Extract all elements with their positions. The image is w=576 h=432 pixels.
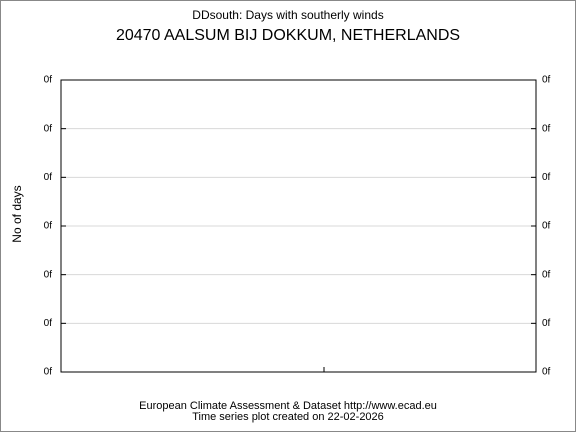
y2-tick-label: 0f [542,75,551,86]
y2-tick-label: 0f [542,221,551,232]
y-tick-label: 0f [44,221,53,232]
y2-tick-label: 0f [542,269,551,280]
y-tick-label: 0f [44,318,53,329]
y-tick-label: 0f [44,75,53,86]
y-tick-label: 0f [44,367,53,378]
y2-tick-label: 0f [542,367,551,378]
y-tick-label: 0f [44,269,53,280]
y-tick-label: 0f [44,172,53,183]
chart-title: DDsouth: Days with southerly winds [192,8,383,22]
footer: European Climate Assessment & Dataset ht… [139,400,437,412]
y2-tick-label: 0f [542,172,551,183]
y-axis-label: No of days [10,185,24,242]
footer: Time series plot created on 22-02-2026 [192,411,384,423]
plot-area [60,79,537,373]
chart-subtitle: 20470 AALSUM BIJ DOKKUM, NETHERLANDS [116,27,460,44]
y2-tick-label: 0f [542,318,551,329]
y2-tick-label: 0f [542,123,551,134]
y-tick-label: 0f [44,123,53,134]
